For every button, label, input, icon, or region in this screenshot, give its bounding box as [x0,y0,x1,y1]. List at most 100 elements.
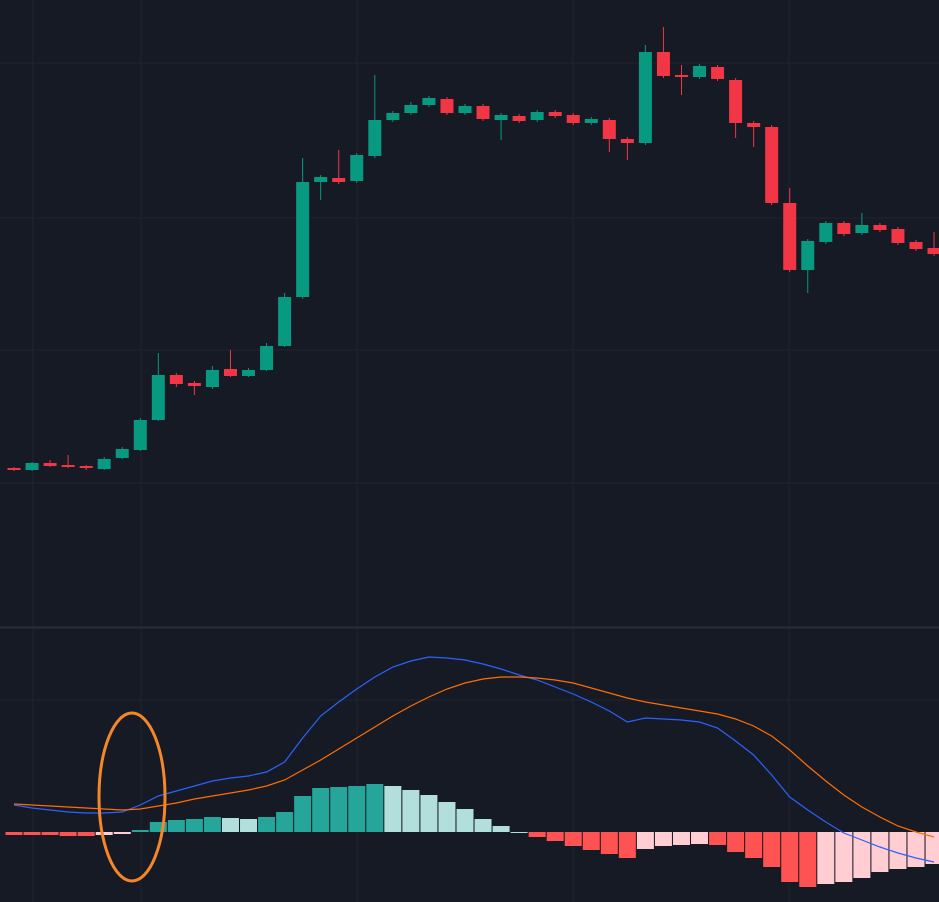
candle-body [260,346,274,370]
candle-body [512,116,526,121]
histogram-bar [149,822,167,832]
histogram-bar [745,832,763,858]
candle-body [314,177,328,182]
candle-body [783,203,797,270]
candle-body [765,127,779,203]
histogram-bar [564,832,582,846]
highlight-ellipse [97,711,167,883]
candle-body [350,155,364,181]
candle-body [548,112,562,116]
histogram-bar [582,832,600,850]
histogram-bar [185,819,203,832]
histogram-bar [41,832,59,835]
candle-body [476,106,490,119]
histogram-bar [203,817,221,832]
candle-body [187,383,201,386]
candle-body [711,67,725,79]
histogram-bar [600,832,618,854]
candle-body [404,105,418,113]
price-pane [7,27,939,471]
histogram-bar [438,802,456,832]
candle-body [242,370,256,376]
candle-body [873,225,887,230]
histogram-bar [925,832,939,864]
candle-body [151,375,165,420]
histogram-bar [727,832,745,852]
histogram-bar [691,832,709,844]
histogram-bar [258,817,276,832]
candle-body [115,449,129,458]
candle-body [169,375,183,384]
macd-line [13,656,935,863]
candle-body [25,463,39,470]
histogram-bar [799,832,817,887]
candle-body [458,106,472,113]
candle-body [620,139,634,143]
histogram-bar [636,832,654,849]
candle-body [855,225,869,233]
candle-body [693,66,707,77]
candle-body [278,297,292,346]
histogram-bar [817,832,835,884]
histogram-bar [366,784,384,832]
histogram-bar [221,818,239,832]
histogram-bar [113,832,131,834]
histogram-bar [709,832,727,845]
candle-body [79,466,93,468]
histogram-bar [492,826,510,832]
candle-body [819,223,833,242]
candle-body [386,113,400,120]
histogram-bar [77,832,95,836]
histogram-bar [276,812,294,832]
histogram-bar [889,832,907,869]
histogram-bar [294,796,312,832]
candle-body [422,98,436,105]
candle-body [494,115,508,120]
histogram-bar [654,832,672,846]
candle-body [891,229,905,243]
candle-body [61,465,75,467]
histogram-bar [510,832,528,833]
candle-body [530,112,544,120]
candle-body [747,123,761,127]
histogram-bar [456,809,474,832]
candle-body [368,120,382,156]
macd-line [13,676,935,838]
candle-body [729,80,743,123]
candle-body [223,369,237,376]
histogram-bar [312,788,330,832]
candle-body [332,178,346,182]
candle-body [296,182,310,297]
histogram-bar [672,832,690,845]
histogram-bar [546,832,564,841]
candle-body [566,115,580,123]
histogram-bar [384,786,402,832]
histogram-bar [95,832,113,835]
candle-body [674,75,688,77]
histogram-bar [763,832,781,867]
candle-body [801,241,815,270]
histogram-bar [853,832,871,878]
candle-body [97,459,111,469]
candle-body [133,420,147,450]
candle-body [205,370,219,387]
histogram-bar [59,832,77,836]
histogram-bar [240,819,258,832]
histogram-bar [131,830,149,832]
candle-body [638,52,652,143]
histogram-bar [167,820,185,832]
candle-body [927,248,939,254]
histogram-bar [348,786,366,832]
candle-body [909,242,923,249]
histogram-bar [330,787,348,832]
histogram-bar [835,832,853,882]
histogram-bar [907,832,925,867]
macd-pane [5,656,939,887]
candle-body [837,223,851,234]
histogram-bar [528,832,546,837]
histogram-bar [781,832,799,882]
histogram-bar [871,832,889,872]
